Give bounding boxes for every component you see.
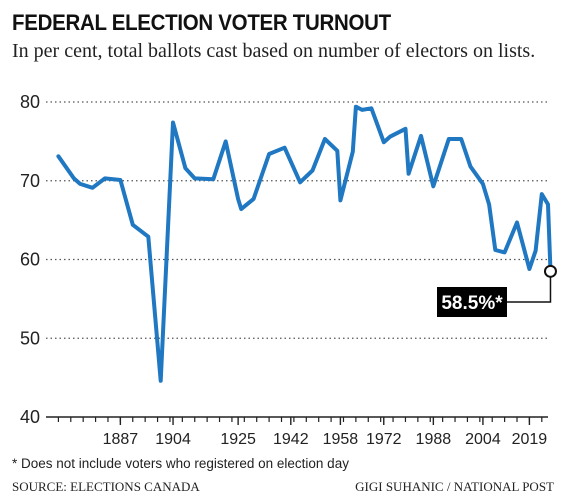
x-tick-label: 1972 (366, 431, 402, 448)
x-tick-label: 1904 (155, 431, 191, 448)
author-credit: GIGI SUHANIC / NATIONAL POST (355, 479, 554, 494)
x-tick-label: 1988 (416, 431, 452, 448)
y-tick-label: 40 (20, 407, 40, 427)
x-tick-label: 1958 (323, 431, 359, 448)
x-tick-label: 1925 (220, 431, 256, 448)
turnout-line (56, 104, 553, 383)
series-layer (56, 104, 553, 383)
annotation-box (437, 287, 507, 317)
y-axis-ticks: 40 50 60 70 80 (20, 92, 40, 427)
footnote: * Does not include voters who registered… (12, 456, 349, 471)
x-axis: 1887 1904 1925 1942 1958 1972 1988 2004 2019 (46, 416, 548, 448)
y-tick-label: 50 (20, 328, 40, 348)
chart-title: FEDERAL ELECTION VOTER TURNOUT (12, 10, 391, 35)
y-tick-label: 80 (20, 92, 40, 112)
x-tick-label: 1887 (103, 431, 139, 448)
annotation: 58.5%* (437, 264, 557, 317)
last-point-marker (543, 264, 557, 278)
annotation-leader (507, 276, 552, 303)
y-tick-label: 60 (20, 250, 40, 270)
annotation-label: 58.5%* (441, 293, 503, 314)
source-credit: SOURCE: ELECTIONS CANADA (12, 479, 200, 494)
y-tick-label: 70 (20, 171, 40, 191)
x-tick-label: 2019 (512, 431, 548, 448)
x-tick-label: 1942 (273, 431, 309, 448)
chart-subtitle: In per cent, total ballots cast based on… (12, 40, 536, 62)
x-tick-label: 2004 (465, 431, 501, 448)
